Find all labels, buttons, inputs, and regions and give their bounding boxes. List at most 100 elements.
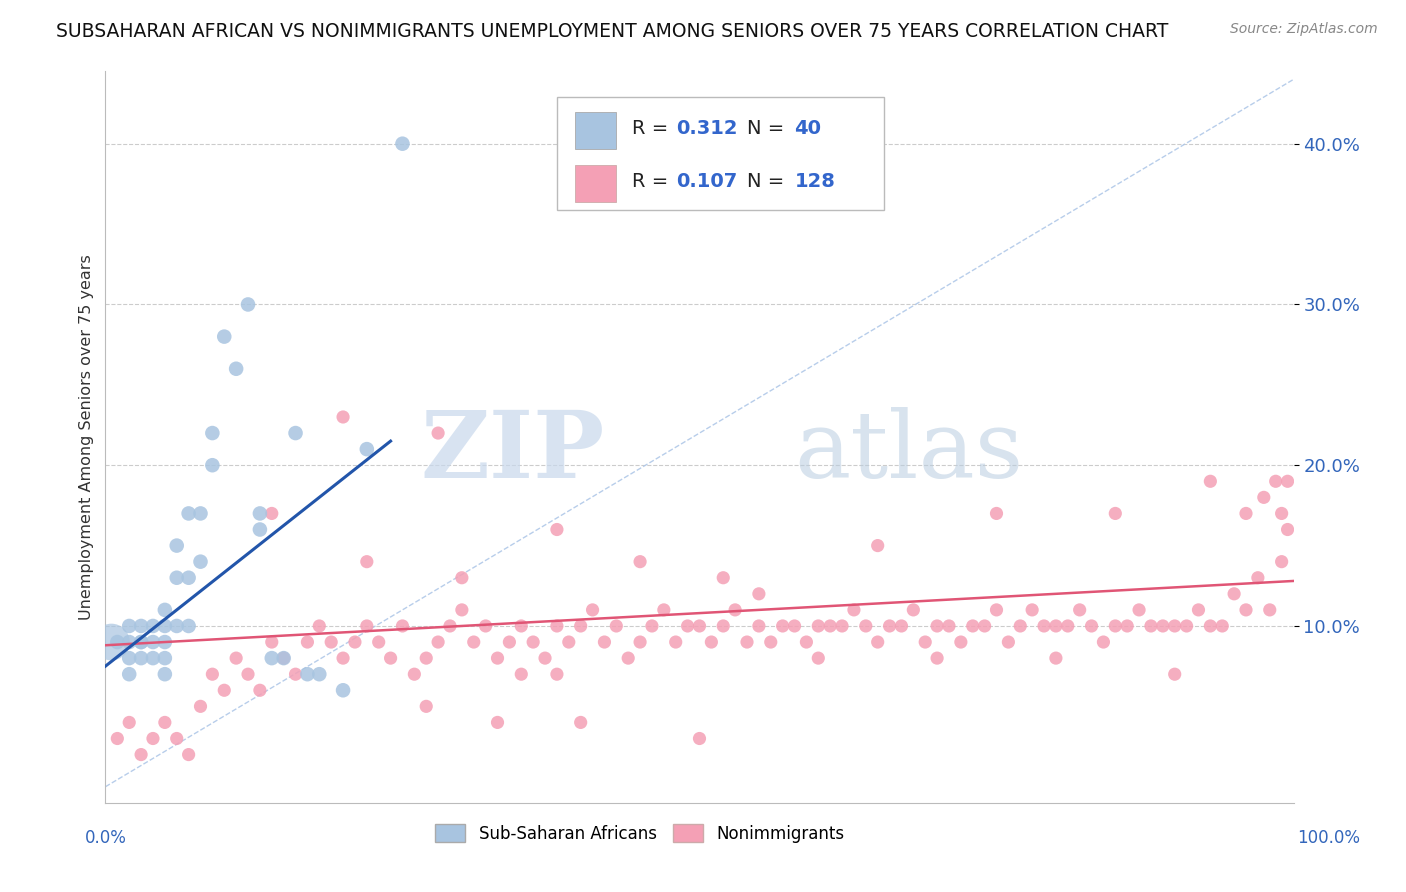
- Point: [735, 635, 758, 649]
- Point: [879, 619, 901, 633]
- Point: [142, 651, 165, 665]
- Text: 0.107: 0.107: [676, 172, 737, 192]
- Point: [190, 555, 212, 569]
- Point: [404, 667, 426, 681]
- Point: [1234, 507, 1257, 521]
- Point: [129, 635, 152, 649]
- Point: [807, 619, 830, 633]
- Point: [214, 329, 236, 343]
- Point: [534, 651, 557, 665]
- Point: [628, 635, 651, 649]
- Point: [1010, 619, 1032, 633]
- Point: [1175, 619, 1198, 633]
- Point: [641, 619, 664, 633]
- Point: [711, 571, 734, 585]
- Point: [190, 699, 212, 714]
- Point: [1253, 491, 1275, 505]
- Point: [569, 715, 592, 730]
- Point: [427, 425, 450, 440]
- Point: [689, 619, 711, 633]
- Point: [415, 699, 437, 714]
- Point: [938, 619, 960, 633]
- Point: [1033, 619, 1056, 633]
- Point: [201, 425, 224, 440]
- Point: [308, 619, 330, 633]
- Point: [925, 651, 948, 665]
- Text: ZIP: ZIP: [420, 407, 605, 497]
- Point: [1277, 523, 1299, 537]
- Point: [105, 635, 128, 649]
- Point: [1277, 475, 1299, 489]
- Point: [118, 651, 141, 665]
- Point: [569, 619, 592, 633]
- Point: [914, 635, 936, 649]
- Point: [855, 619, 877, 633]
- Point: [986, 603, 1008, 617]
- Point: [1069, 603, 1091, 617]
- Point: [177, 747, 200, 762]
- Point: [356, 555, 378, 569]
- Point: [700, 635, 723, 649]
- Point: [201, 667, 224, 681]
- Point: [273, 651, 295, 665]
- Point: [1128, 603, 1150, 617]
- Point: [522, 635, 544, 649]
- Point: [510, 619, 533, 633]
- Text: 100.0%: 100.0%: [1298, 829, 1360, 847]
- Point: [997, 635, 1019, 649]
- Point: [581, 603, 603, 617]
- Point: [1223, 587, 1246, 601]
- Point: [153, 715, 176, 730]
- Point: [190, 507, 212, 521]
- Point: [118, 619, 141, 633]
- Point: [214, 683, 236, 698]
- Point: [343, 635, 366, 649]
- Point: [332, 409, 354, 424]
- Point: [605, 619, 627, 633]
- Point: [510, 667, 533, 681]
- Point: [1092, 635, 1115, 649]
- Point: [1199, 619, 1222, 633]
- Text: N =: N =: [747, 120, 790, 138]
- Point: [1164, 619, 1187, 633]
- Point: [236, 667, 259, 681]
- Point: [1152, 619, 1174, 633]
- Point: [498, 635, 520, 649]
- Point: [367, 635, 389, 649]
- Point: [628, 555, 651, 569]
- Text: N =: N =: [747, 172, 790, 192]
- Point: [665, 635, 688, 649]
- Point: [129, 619, 152, 633]
- Point: [783, 619, 806, 633]
- Point: [866, 635, 889, 649]
- Point: [759, 635, 782, 649]
- Point: [260, 507, 283, 521]
- Point: [724, 603, 747, 617]
- Point: [546, 619, 568, 633]
- Point: [1247, 571, 1270, 585]
- Point: [177, 571, 200, 585]
- Point: [1264, 475, 1286, 489]
- Text: atlas: atlas: [794, 407, 1024, 497]
- Point: [356, 619, 378, 633]
- Point: [391, 619, 413, 633]
- Point: [284, 667, 307, 681]
- Point: [1104, 507, 1126, 521]
- Point: [1271, 507, 1294, 521]
- FancyBboxPatch shape: [557, 97, 883, 211]
- Point: [1021, 603, 1043, 617]
- Point: [439, 619, 461, 633]
- Point: [558, 635, 581, 649]
- Point: [142, 619, 165, 633]
- Point: [1164, 667, 1187, 681]
- Text: 0.0%: 0.0%: [84, 829, 127, 847]
- Point: [1140, 619, 1163, 633]
- Point: [118, 715, 141, 730]
- Point: [177, 619, 200, 633]
- Point: [118, 667, 141, 681]
- Point: [1187, 603, 1209, 617]
- Point: [166, 571, 188, 585]
- Text: R =: R =: [631, 120, 675, 138]
- Point: [617, 651, 640, 665]
- Point: [427, 635, 450, 649]
